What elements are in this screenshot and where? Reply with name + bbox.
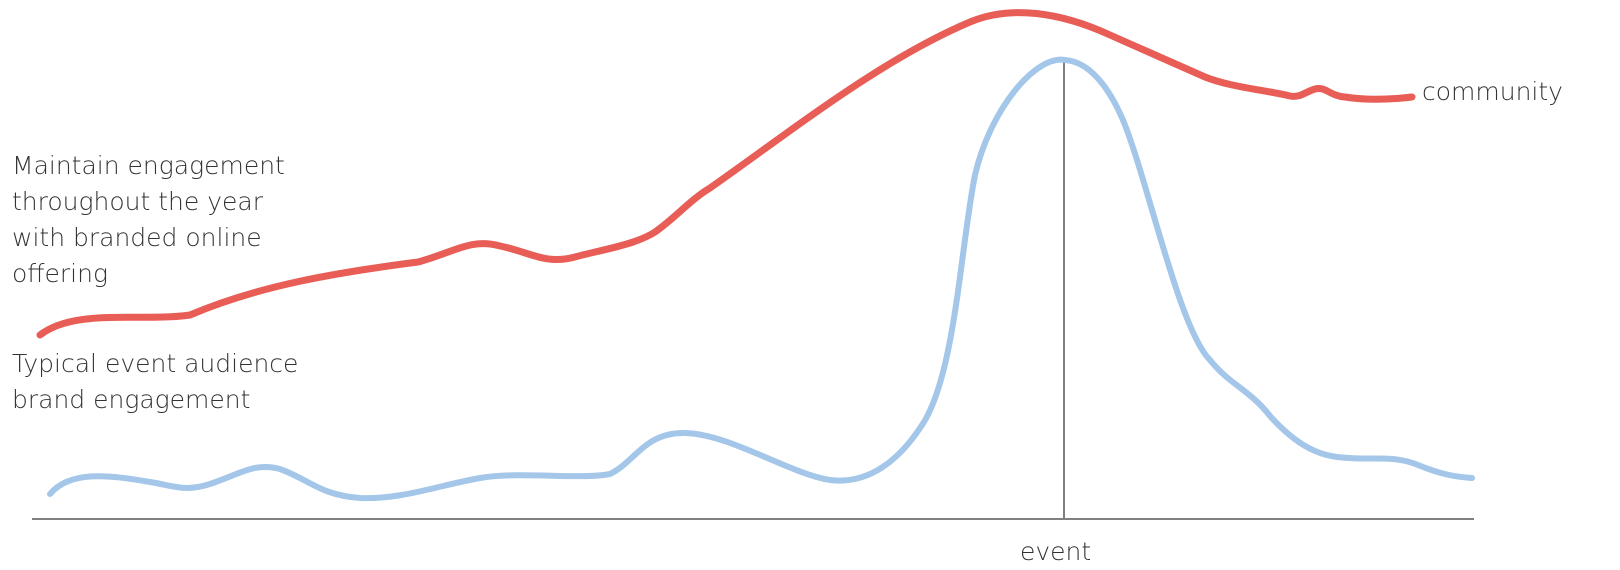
community-description: Maintain engagement throughout the year …	[12, 151, 285, 288]
event-audience-description: Typical event audience brand engagement	[12, 349, 299, 414]
event-audience-curve	[47, 56, 1475, 502]
community-label: community	[1422, 77, 1563, 106]
community-curve	[36, 9, 1416, 339]
event-marker-label: event	[1020, 537, 1092, 566]
